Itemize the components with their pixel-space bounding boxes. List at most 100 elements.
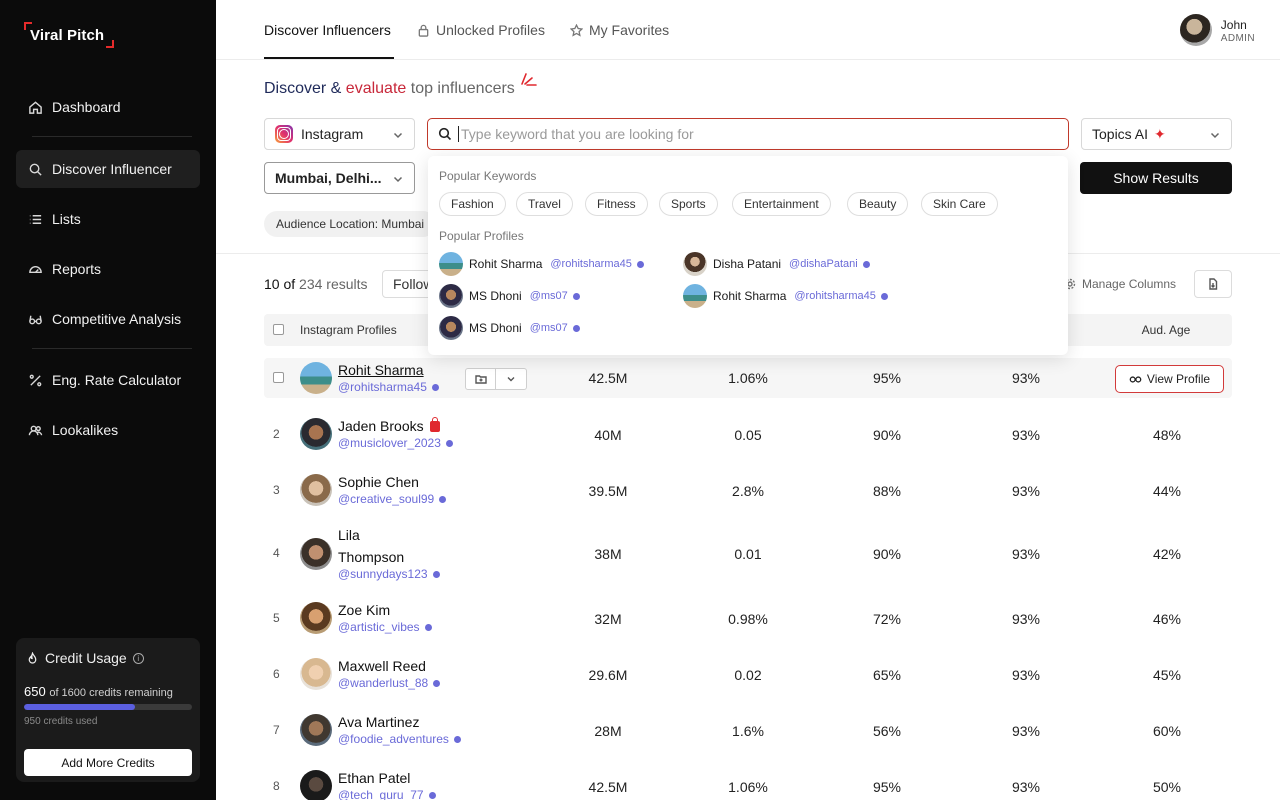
- cell-aud-age: 42%: [1152, 546, 1182, 562]
- cell-metric-3: 90%: [872, 546, 902, 562]
- user-name: John: [1220, 17, 1247, 32]
- keyword-chip-entertainment[interactable]: Entertainment: [732, 192, 831, 216]
- show-results-button[interactable]: Show Results: [1080, 162, 1232, 194]
- sidebar-item-reports[interactable]: Reports: [16, 250, 200, 288]
- heading-part-discover: Discover: [264, 80, 327, 97]
- users-icon: [28, 425, 43, 435]
- sidebar-item-lists[interactable]: Lists: [16, 200, 200, 238]
- verified-badge-icon: [453, 736, 461, 743]
- profile-name[interactable]: Sophie Chen: [338, 474, 419, 490]
- popular-profile-item[interactable]: MS Dhoni @ms07: [439, 316, 580, 340]
- select-all-checkbox[interactable]: [273, 324, 284, 335]
- row-checkbox[interactable]: [273, 372, 284, 383]
- profile-name[interactable]: Lila Thompson: [338, 527, 405, 565]
- sidebar-item-eng-rate-calculator[interactable]: Eng. Rate Calculator: [16, 361, 200, 399]
- filter-chip-audience-location[interactable]: Audience Location: Mumbai: [264, 211, 437, 237]
- row-index: 5: [273, 611, 280, 625]
- tab-my-favorites[interactable]: My Favorites: [570, 22, 669, 38]
- table-row[interactable]: Rohit Sharma @rohitsharma45 42.5M 1.06% …: [264, 358, 1232, 398]
- location-select[interactable]: Mumbai, Delhi...: [264, 162, 415, 194]
- sidebar-item-discover-influencer[interactable]: Discover Influencer: [16, 150, 200, 188]
- results-shown: 10 of: [264, 276, 296, 292]
- tab-discover-influencers[interactable]: Discover Influencers: [264, 22, 391, 38]
- keyword-chip-fitness[interactable]: Fitness: [585, 192, 648, 216]
- profile-handle: @ms07: [529, 322, 568, 334]
- column-header-aud-age[interactable]: Aud. Age: [1141, 323, 1191, 337]
- keyword-chip-fashion[interactable]: Fashion: [439, 192, 506, 216]
- table-row[interactable]: 7 Ava Martinez @foodie_adventures 28M 1.…: [264, 710, 1232, 754]
- star-icon: [570, 23, 583, 37]
- cell-aud-age: 50%: [1152, 779, 1182, 795]
- row-menu-button[interactable]: [496, 368, 527, 390]
- sidebar-item-label: Lookalikes: [52, 422, 119, 438]
- view-profile-button[interactable]: View Profile: [1115, 365, 1224, 393]
- heading-amp: &: [326, 80, 346, 97]
- cell-metric-4: 93%: [1011, 667, 1041, 683]
- profile-name[interactable]: Ava Martinez: [338, 714, 420, 730]
- table-row[interactable]: 8 Ethan Patel @tech_guru_77 42.5M 1.06% …: [264, 766, 1232, 800]
- user-role: ADMIN: [1220, 32, 1255, 44]
- ai-sparkle-icon: ✦: [1154, 125, 1166, 142]
- platform-select[interactable]: Instagram: [264, 118, 415, 150]
- tab-unlocked-profiles[interactable]: Unlocked Profiles: [417, 22, 545, 38]
- popular-profile-item[interactable]: Rohit Sharma @rohitsharma45: [439, 252, 644, 276]
- avatar: [683, 284, 707, 308]
- divider: [32, 136, 192, 137]
- eye-glasses-icon: [1129, 375, 1142, 383]
- column-header-instagram-profiles[interactable]: Instagram Profiles: [300, 323, 397, 337]
- verified-badge-icon: [880, 292, 888, 300]
- export-button[interactable]: [1194, 270, 1232, 298]
- cell-followers: 29.6M: [588, 667, 628, 683]
- profile-name[interactable]: Jaden Brooks: [338, 415, 440, 437]
- cell-followers: 28M: [594, 723, 622, 739]
- popular-profile-item[interactable]: MS Dhoni @ms07: [439, 284, 580, 308]
- manage-columns-label: Manage Columns: [1082, 277, 1177, 291]
- manage-columns-button[interactable]: Manage Columns: [1064, 277, 1176, 291]
- sidebar-item-label: Reports: [52, 261, 102, 277]
- row-index: 8: [273, 779, 280, 793]
- keyword-chip-skin-care[interactable]: Skin Care: [921, 192, 998, 216]
- cell-aud-age: 45%: [1152, 667, 1182, 683]
- add-to-list-button[interactable]: [465, 368, 496, 390]
- sidebar-item-dashboard[interactable]: Dashboard: [16, 88, 200, 126]
- search-input[interactable]: [458, 126, 1068, 142]
- add-more-credits-button[interactable]: Add More Credits: [24, 749, 192, 776]
- keyword-chip-travel[interactable]: Travel: [516, 192, 573, 216]
- download-file-icon: [1209, 278, 1218, 290]
- verified-badge-icon: [445, 440, 453, 447]
- search-box[interactable]: [427, 118, 1069, 150]
- cell-metric-4: 93%: [1011, 427, 1041, 443]
- popular-profile-item[interactable]: Disha Patani @dishaPatani: [683, 252, 870, 276]
- profile-name[interactable]: Rohit Sharma: [338, 362, 424, 378]
- search-suggestions-dropdown: Popular Keywords Fashion Travel Fitness …: [428, 156, 1068, 355]
- table-row[interactable]: 6 Maxwell Reed @wanderlust_88 29.6M 0.02…: [264, 654, 1232, 698]
- table-row[interactable]: 2 Jaden Brooks @musiclover_2023 40M 0.05…: [264, 414, 1232, 458]
- profile-handle: @sunnydays123: [338, 567, 440, 581]
- percent-icon: [29, 374, 42, 386]
- table-row[interactable]: 4 Lila Thompson @sunnydays123 38M 0.01 90…: [264, 524, 1232, 584]
- user-menu[interactable]: John ADMIN: [1179, 14, 1255, 46]
- avatar: [1179, 14, 1212, 46]
- profile-name[interactable]: Maxwell Reed: [338, 658, 426, 674]
- table-row[interactable]: 3 Sophie Chen @creative_soul99 39.5M 2.8…: [264, 470, 1232, 514]
- credits-remaining: 650 of 1600 credits remaining: [24, 684, 173, 699]
- sidebar-item-lookalikes[interactable]: Lookalikes: [16, 411, 200, 449]
- info-icon[interactable]: i: [132, 652, 144, 664]
- popular-profile-item[interactable]: Rohit Sharma @rohitsharma45: [683, 284, 888, 308]
- tab-label: Unlocked Profiles: [436, 22, 545, 38]
- keyword-chip-sports[interactable]: Sports: [659, 192, 718, 216]
- profile-handle: @musiclover_2023: [338, 436, 453, 450]
- profile-name[interactable]: Zoe Kim: [338, 602, 391, 618]
- lock-icon: [418, 24, 429, 37]
- sidebar-item-competitive-analysis[interactable]: Competitive Analysis: [16, 300, 200, 338]
- cell-metric-3: 95%: [872, 779, 902, 795]
- flame-icon: [28, 651, 37, 663]
- profile-handle: @rohitsharma45: [550, 258, 632, 270]
- profile-name: MS Dhoni: [469, 321, 522, 335]
- table-row[interactable]: 5 Zoe Kim @artistic_vibes 32M 0.98% 72% …: [264, 598, 1232, 642]
- profile-name[interactable]: Ethan Patel: [338, 770, 411, 786]
- topics-ai-select[interactable]: Topics AI ✦: [1081, 118, 1232, 150]
- cell-metric-4: 93%: [1011, 546, 1041, 562]
- brand-logo[interactable]: Viral Pitch: [24, 22, 116, 48]
- keyword-chip-beauty[interactable]: Beauty: [847, 192, 909, 216]
